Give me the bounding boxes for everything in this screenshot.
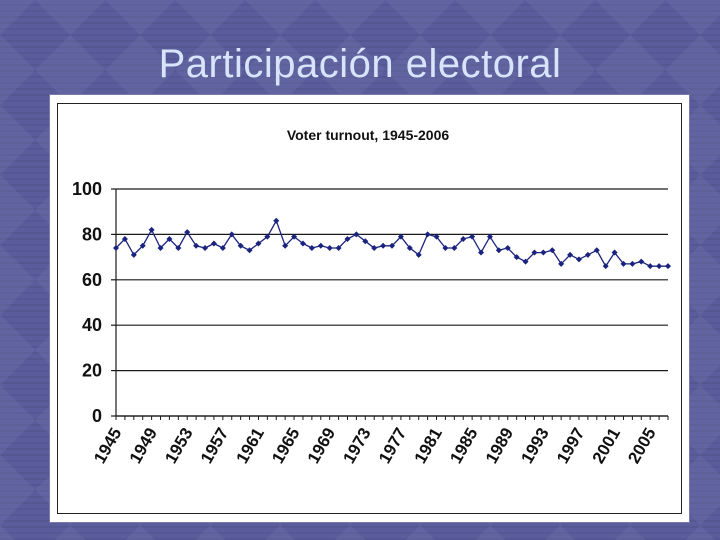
data-point (237, 242, 244, 249)
data-point (228, 231, 235, 238)
x-tick-label: 1989 (482, 425, 517, 467)
data-point (184, 229, 191, 236)
x-tick-label: 1957 (197, 425, 232, 467)
data-point (656, 263, 663, 270)
data-point (113, 245, 119, 252)
x-tick-label: 1977 (375, 425, 410, 467)
data-point (389, 242, 395, 249)
data-point (478, 249, 485, 256)
chart-area: Voter turnout, 1945-2006 0 20 40 60 80 100 19… (57, 103, 682, 514)
data-point (469, 233, 476, 240)
data-point (647, 263, 654, 270)
data-point (567, 251, 574, 258)
data-point (193, 242, 200, 249)
x-tick-label: 1981 (411, 425, 446, 467)
y-tick-label: 20 (82, 361, 102, 381)
data-point (273, 217, 280, 224)
y-tick-label: 100 (72, 179, 102, 199)
series-turnout (113, 217, 671, 270)
x-tick-label: 2005 (624, 425, 659, 467)
data-point (540, 249, 547, 256)
voter-turnout-chart: Voter turnout, 1945-2006 0 20 40 60 80 100 19… (72, 127, 671, 467)
data-point (549, 247, 556, 254)
data-point (326, 245, 333, 252)
slide-title: Participación electoral (158, 42, 562, 86)
y-tick-label: 40 (82, 315, 102, 335)
data-point (371, 245, 378, 252)
data-point (620, 260, 627, 267)
data-point (308, 245, 315, 252)
data-point (460, 235, 467, 242)
data-point (486, 233, 493, 240)
data-point (558, 260, 565, 267)
data-point (166, 235, 173, 242)
data-point (406, 245, 413, 252)
data-point (264, 233, 271, 240)
data-point (219, 245, 226, 252)
axes (111, 188, 669, 420)
data-point (380, 242, 387, 249)
x-tick-label: 1965 (268, 425, 303, 467)
data-point (531, 249, 538, 256)
x-tick-label: 1969 (304, 425, 339, 467)
data-point (611, 249, 618, 256)
data-point (665, 263, 671, 270)
data-point (593, 247, 600, 254)
data-point (451, 245, 458, 252)
data-point (575, 256, 582, 263)
chart-title: Voter turnout, 1945-2006 (287, 127, 450, 143)
data-point (344, 235, 351, 242)
data-point (317, 242, 324, 249)
data-point (629, 260, 636, 267)
data-point (424, 231, 431, 238)
data-point (415, 251, 422, 258)
data-point (139, 242, 146, 249)
data-point (638, 258, 645, 265)
x-tick-label: 1973 (339, 425, 374, 467)
x-tick-label: 2001 (589, 425, 624, 467)
x-tick-label: 1949 (126, 425, 161, 467)
data-point (210, 240, 217, 247)
data-point (504, 245, 511, 252)
y-tick-label: 60 (82, 270, 102, 290)
data-point (362, 238, 369, 245)
data-point (442, 245, 449, 252)
x-tick-label: 1961 (233, 425, 268, 467)
data-point (121, 235, 128, 242)
data-point (246, 247, 253, 254)
gridlines (116, 188, 668, 417)
data-point (495, 247, 502, 254)
y-tick-label: 80 (82, 224, 102, 244)
data-point (353, 231, 360, 238)
chart-frame: Voter turnout, 1945-2006 0 20 40 60 80 100 19… (49, 94, 690, 523)
x-tick-label: 1945 (90, 425, 125, 467)
data-point (522, 258, 529, 265)
data-point (282, 242, 289, 249)
data-point (433, 233, 440, 240)
data-point (335, 245, 342, 252)
y-tick-labels: 0 20 40 60 80 100 (72, 179, 102, 426)
data-point (299, 240, 306, 247)
data-point (291, 233, 298, 240)
data-point (397, 233, 404, 240)
x-tick-label: 1953 (161, 425, 196, 467)
x-tick-label: 1993 (517, 425, 552, 467)
data-point (157, 245, 164, 252)
data-point (175, 245, 182, 252)
x-tick-labels: 1945 1949 1953 1957 1961 1965 1969 1973 1977 1981… (90, 425, 660, 467)
data-point (148, 226, 155, 233)
data-point (130, 251, 137, 258)
data-point (602, 263, 609, 270)
x-tick-label: 1985 (446, 425, 481, 467)
x-tick-label: 1997 (553, 425, 588, 467)
y-tick-label: 0 (92, 406, 102, 426)
data-point (513, 254, 520, 261)
data-point (584, 251, 591, 258)
data-point (202, 245, 209, 252)
